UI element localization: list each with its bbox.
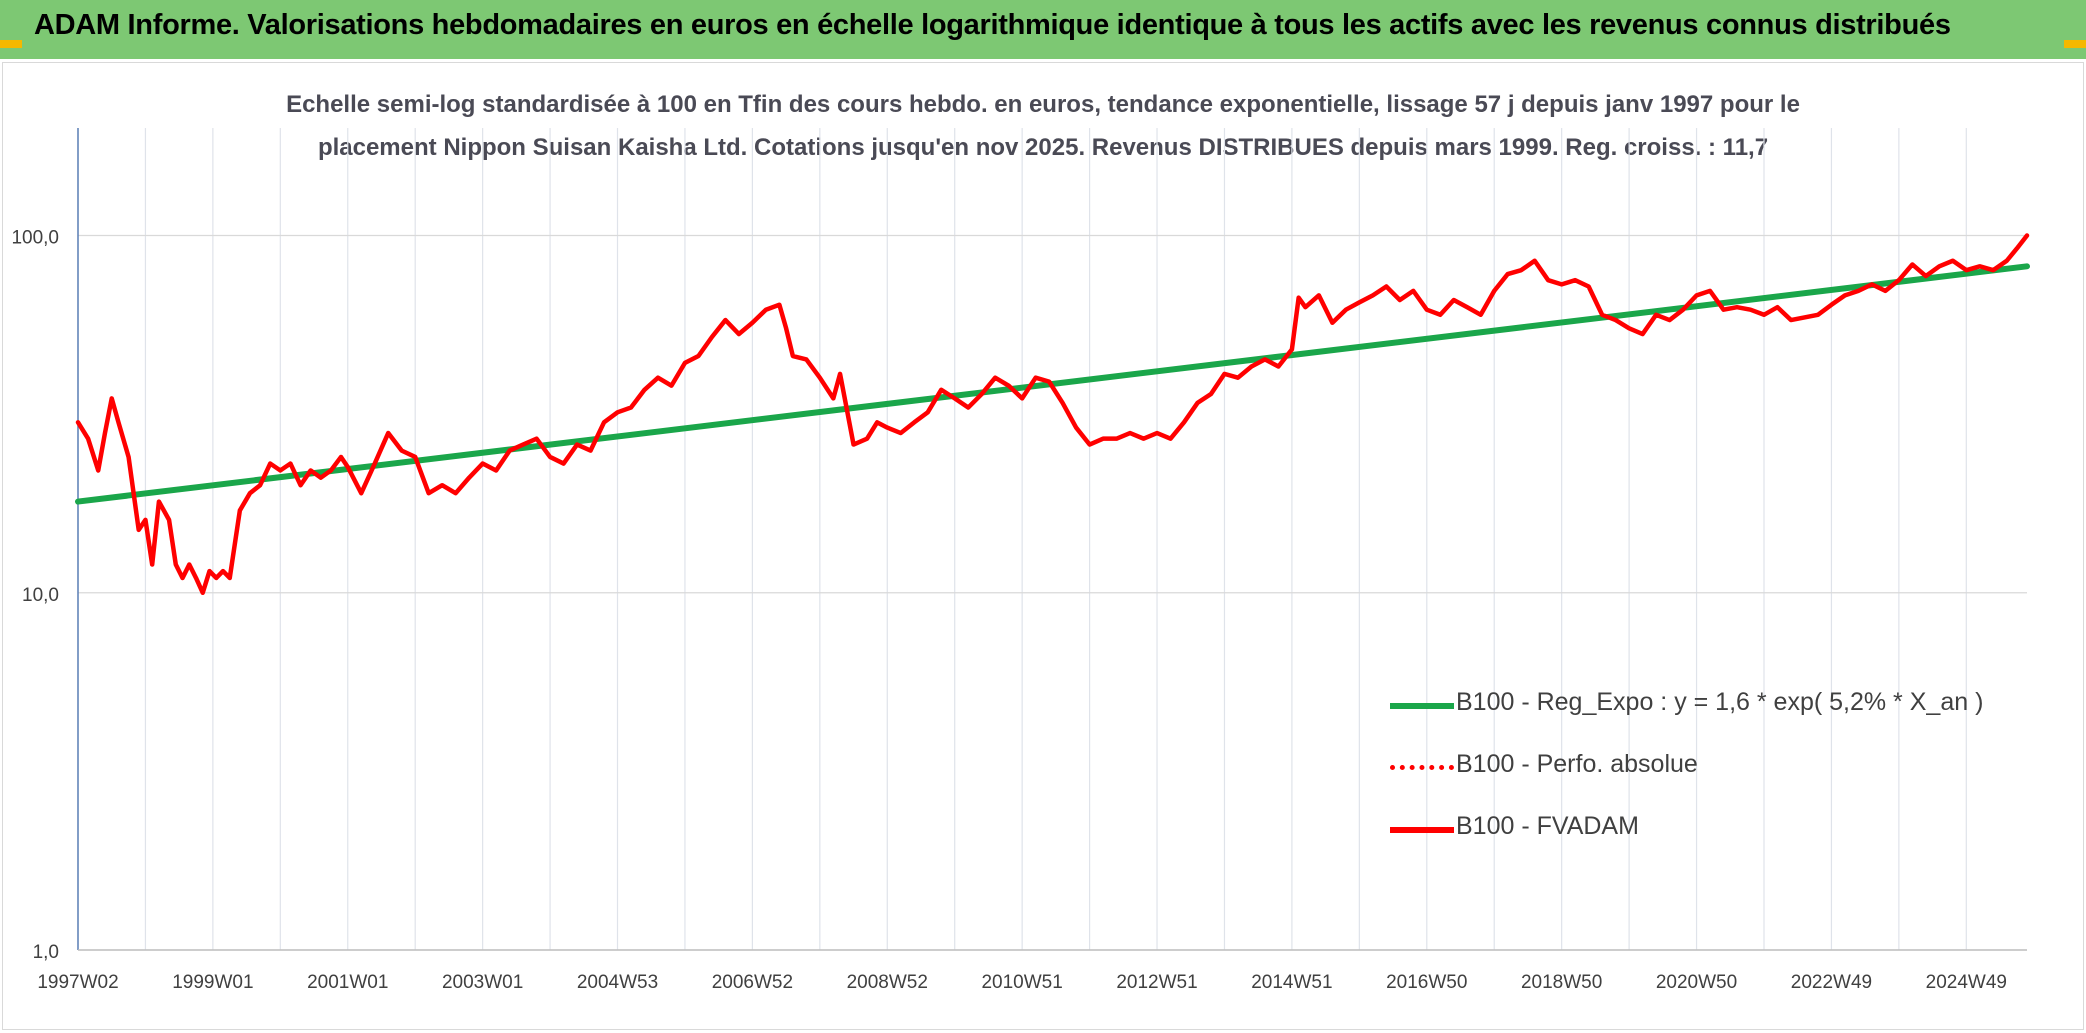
- legend-item-regression: B100 - Reg_Expo : y = 1,6 * exp( 5,2% * …: [1390, 685, 2030, 725]
- legend-label-fvadam: B100 - FVADAM: [1456, 812, 1639, 840]
- x-tick-label: 2018W50: [1521, 972, 1602, 993]
- x-tick-label: 2006W52: [712, 972, 793, 993]
- x-tick-label: 2014W51: [1251, 972, 1332, 993]
- legend-swatch-regression: [1390, 703, 1454, 709]
- legend-swatch-perfo-absolue: [1390, 765, 1454, 770]
- x-tick-label: 2016W50: [1386, 972, 1467, 993]
- x-tick-label: 2010W51: [981, 972, 1062, 993]
- y-tick-label: 1,0: [33, 942, 59, 963]
- chart-title-line-1: Echelle semi-log standardisée à 100 en T…: [286, 91, 1800, 118]
- x-tick-label: 2001W01: [307, 972, 388, 993]
- x-tick-label: 2020W50: [1656, 972, 1737, 993]
- title-banner: ADAM Informe. Valorisations hebdomadaire…: [0, 0, 2086, 59]
- x-tick-label: 2008W52: [847, 972, 928, 993]
- legend-label-regression: B100 - Reg_Expo : y = 1,6 * exp( 5,2% * …: [1456, 688, 1984, 716]
- axes: [77, 128, 2027, 951]
- chart-frame: [2, 62, 2084, 1030]
- corner-marker-left: [0, 40, 22, 48]
- x-tick-label: 2004W53: [577, 972, 658, 993]
- x-tick-label: 2003W01: [442, 972, 523, 993]
- x-tick-label: 2024W49: [1926, 972, 2007, 993]
- series-line-fvadam: [75, 233, 2030, 596]
- chart-title-line-2: placement Nippon Suisan Kaisha Ltd. Cota…: [317, 134, 1769, 161]
- x-tick-label: 2022W49: [1791, 972, 1872, 993]
- legend-item-fvadam: B100 - FVADAM: [1390, 809, 2030, 849]
- y-tick-label: 100,0: [11, 228, 59, 249]
- legend-item-perfo-absolue: B100 - Perfo. absolue: [1390, 747, 2030, 787]
- legend-label-perfo-absolue: B100 - Perfo. absolue: [1456, 750, 1698, 778]
- x-tick-label: 1999W01: [172, 972, 253, 993]
- legend-swatch-fvadam: [1390, 827, 1454, 833]
- gridlines: [77, 128, 2027, 951]
- banner-title: ADAM Informe. Valorisations hebdomadaire…: [34, 9, 1951, 41]
- corner-marker-right: [2064, 40, 2086, 48]
- y-tick-label: 10,0: [22, 585, 59, 606]
- x-tick-label: 1997W02: [37, 972, 118, 993]
- series: [75, 233, 2030, 596]
- x-tick-label: 2012W51: [1116, 972, 1197, 993]
- tick-labels: 1,0 10,0 100,0 1997W02 1999W01 2001W01 2003W01…: [11, 228, 2007, 993]
